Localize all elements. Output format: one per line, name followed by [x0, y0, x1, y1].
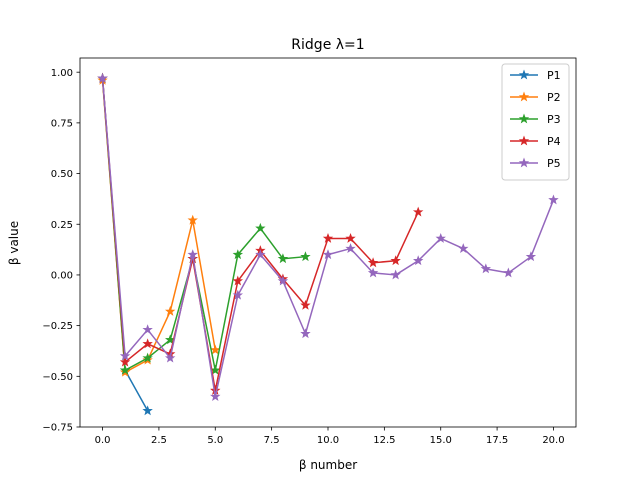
x-axis-label: β number	[299, 458, 357, 472]
data-point	[300, 299, 311, 310]
data-point	[458, 243, 469, 253]
data-point	[232, 275, 244, 286]
data-point	[255, 222, 266, 233]
data-point	[119, 350, 131, 361]
data-point	[142, 338, 153, 349]
data-point	[119, 356, 131, 367]
data-point	[435, 232, 446, 243]
x-tick-label: 0.0	[95, 435, 111, 446]
data-point	[367, 267, 379, 278]
data-point	[210, 344, 221, 355]
data-point	[345, 232, 356, 243]
legend-marker-p4	[518, 135, 530, 146]
legend-marker-p2	[518, 91, 530, 102]
data-point	[97, 72, 108, 83]
y-tick-label: −0.75	[42, 423, 73, 434]
data-point	[187, 249, 198, 260]
data-point	[300, 328, 311, 339]
legend-label-p5: P5	[547, 157, 561, 170]
data-point	[142, 405, 153, 416]
legend-label-p4: P4	[547, 135, 561, 148]
y-tick-label: 0.75	[51, 118, 73, 129]
x-tick-label: 17.5	[486, 435, 508, 446]
x-tick-label: 5.0	[207, 435, 223, 446]
x-tick-label: 2.5	[151, 435, 167, 446]
x-tick-label: 15.0	[430, 435, 452, 446]
x-axis-ticks: 0.0 2.5 5.0 7.5 10.0 12.5 15.0 17.5 20.0	[95, 427, 565, 446]
y-axis-label: β value	[7, 221, 21, 265]
data-point	[164, 352, 176, 363]
data-point	[412, 206, 424, 217]
x-tick-label: 10.0	[317, 435, 339, 446]
y-tick-label: 0.50	[51, 169, 73, 180]
y-tick-label: 0.00	[51, 271, 73, 282]
legend-box	[501, 63, 570, 181]
series-line-p3	[101, 78, 306, 371]
data-point	[345, 243, 356, 253]
data-point	[367, 257, 379, 268]
data-point	[119, 364, 131, 375]
legend-marker-p5	[518, 157, 530, 168]
data-point	[142, 324, 153, 335]
data-point	[525, 251, 537, 262]
data-point	[412, 255, 424, 266]
legend-label-p2: P2	[547, 91, 561, 104]
data-point	[232, 289, 244, 300]
legend: P1 P2 P3 P4 P5	[501, 63, 570, 181]
data-point	[300, 251, 311, 262]
data-point	[277, 253, 289, 264]
legend-label-p3: P3	[547, 113, 561, 126]
x-tick-label: 12.5	[373, 435, 395, 446]
legend-marker-p1	[518, 69, 530, 80]
x-tick-label: 7.5	[264, 435, 280, 446]
data-point	[322, 249, 334, 260]
data-point	[548, 194, 559, 205]
data-point	[187, 214, 198, 225]
data-point	[142, 352, 153, 363]
plot-area	[79, 57, 577, 428]
data-point	[480, 263, 492, 274]
x-tick-label: 20.0	[542, 435, 564, 446]
chart-title: Ridge λ=1	[291, 37, 364, 53]
y-tick-label: 1.00	[51, 68, 73, 79]
data-point	[503, 267, 514, 278]
data-point	[255, 249, 266, 260]
data-point	[390, 269, 401, 280]
data-point	[232, 249, 244, 260]
y-tick-label: −0.50	[42, 372, 73, 383]
data-point	[277, 275, 289, 286]
data-point	[164, 305, 176, 316]
y-tick-label: 0.25	[51, 220, 73, 231]
legend-label-p1: P1	[547, 69, 561, 82]
y-tick-label: −0.25	[42, 321, 73, 332]
legend-marker-p3	[518, 113, 530, 124]
y-axis-ticks: −0.75 −0.50 −0.25 0.00 0.25 0.50 0.75 1.00	[42, 68, 80, 434]
data-point	[390, 255, 401, 266]
data-point	[210, 391, 221, 402]
data-point	[322, 232, 334, 243]
